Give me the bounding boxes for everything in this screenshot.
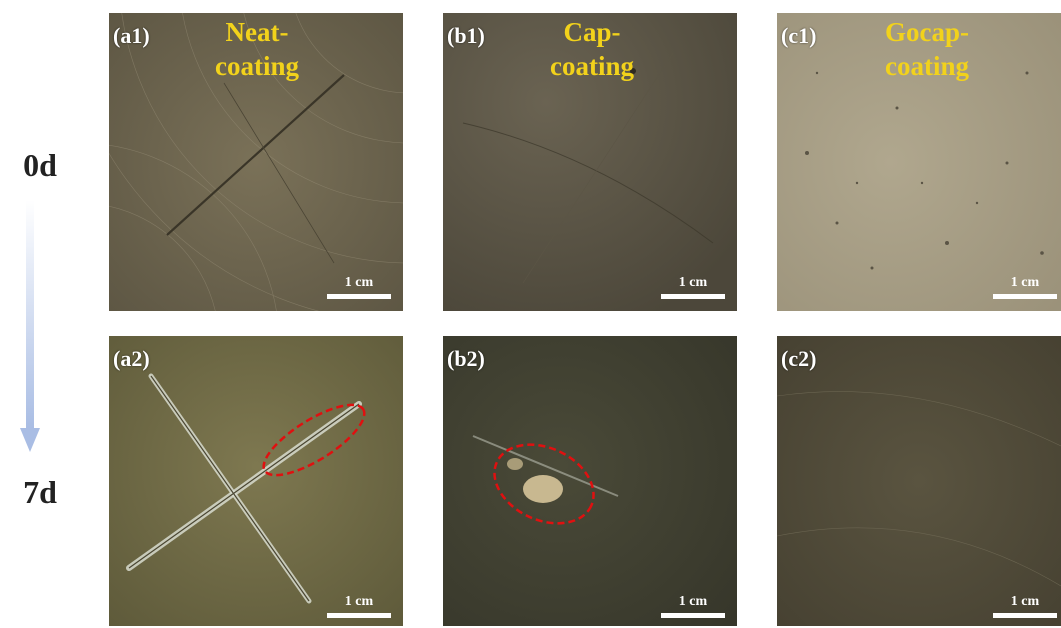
highlight-ellipse: [262, 403, 366, 477]
panel-title: Cap- coating: [550, 17, 634, 81]
panel-label: (a2): [113, 346, 150, 371]
photo-gocap-coating-7d: [777, 336, 1061, 626]
scale-bar: 1 cm: [993, 594, 1057, 618]
scale-bar: 1 cm: [661, 275, 725, 299]
panel-label: (b1): [447, 23, 485, 48]
scale-bar: 1 cm: [661, 594, 725, 618]
photo-neat-coating-7d: [109, 336, 403, 626]
scale-bar: 1 cm: [327, 275, 391, 299]
scale-bar: 1 cm: [327, 594, 391, 618]
panel-c2: (c2) 1 cm: [777, 336, 1061, 626]
panel-label: (c2): [781, 346, 817, 371]
panel-title: Neat- coating: [215, 17, 299, 81]
day-label-7d: 7d: [23, 474, 57, 510]
scale-bar: 1 cm: [993, 275, 1057, 299]
photo-gocap-coating-0d: [777, 13, 1061, 311]
time-arrow: [20, 200, 40, 452]
photo-neat-coating-0d: [109, 13, 403, 311]
panel-title: Gocap- coating: [885, 17, 969, 81]
panel-c1: (c1) Gocap- coating 1 cm: [777, 13, 1061, 311]
highlight-ellipse: [493, 443, 595, 525]
panel-b1: (b1) Cap- coating 1 cm: [443, 13, 737, 311]
panel-label: (b2): [447, 346, 485, 371]
panel-a2: (a2) 1 cm: [109, 336, 403, 626]
photo-cap-coating-0d: [443, 13, 737, 311]
panel-b2: (b2) 1 cm: [443, 336, 737, 626]
day-label-0d: 0d: [23, 147, 57, 183]
panel-label: (a1): [113, 23, 150, 48]
panel-label: (c1): [781, 23, 817, 48]
photo-cap-coating-7d: [443, 336, 737, 626]
panel-a1: (a1) Neat- coating 1 cm: [109, 13, 403, 311]
